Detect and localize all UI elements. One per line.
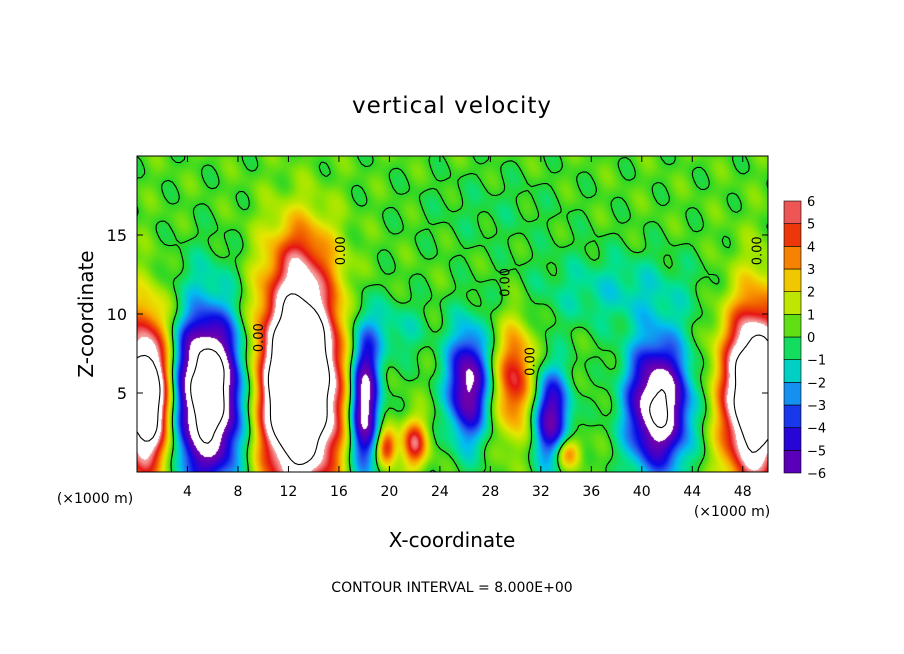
colorbar-tick-label: −5 (807, 444, 826, 459)
colorbar (783, 200, 802, 474)
colorbar-tick-label: −2 (807, 376, 826, 391)
x-tick-label: 4 (183, 484, 192, 500)
x-tick-label: 16 (330, 484, 348, 500)
contour-label: 0.00 (334, 236, 349, 265)
x-tick-label: 28 (481, 484, 499, 500)
y-tick-label: 5 (117, 384, 127, 403)
x-tick-label: 32 (532, 484, 550, 500)
contour-label: 0.00 (751, 236, 766, 265)
contour-lines (136, 155, 769, 473)
x-tick-label: 8 (233, 484, 242, 500)
colorbar-swatch (783, 427, 802, 451)
colorbar-ticks: 6 5 4 3 2 1 0 −1 −2 −3 −4 −5 −6 (807, 195, 826, 482)
colorbar-tick-label: −3 (807, 399, 826, 414)
heatmap-field (137, 156, 768, 472)
colorbar-tick-label: 4 (807, 240, 815, 255)
colorbar-swatch (783, 200, 802, 224)
colorbar-tick-label: 0 (807, 331, 815, 346)
contour-label: 0.00 (498, 268, 513, 297)
colorbar-swatch (783, 268, 802, 292)
contour-interval-note: CONTOUR INTERVAL = 8.000E+00 (331, 580, 572, 596)
y-axis-ticks: 5 10 15 (107, 226, 768, 403)
colorbar-tick-label: 5 (807, 218, 815, 233)
y-axis-label: Z-coordinate (74, 250, 98, 377)
colorbar-tick-label: −4 (807, 422, 826, 437)
contour-zero (136, 155, 769, 473)
y-tick-label: 10 (107, 305, 127, 324)
colorbar-swatch (783, 246, 802, 270)
contour-label: 0.00 (252, 323, 267, 352)
colorbar-swatch (783, 404, 802, 428)
colorbar-swatch (783, 336, 802, 360)
colorbar-tick-label: 2 (807, 286, 815, 301)
chart-title: vertical velocity (352, 93, 552, 119)
colorbar-tick-label: 3 (807, 263, 815, 278)
colorbar-swatch (783, 359, 802, 383)
x-tick-label: 12 (280, 484, 298, 500)
colorbar-swatch (783, 382, 802, 406)
contour-positive (136, 293, 769, 466)
contour-label: 0.00 (524, 347, 539, 376)
colorbar-swatch (783, 223, 802, 247)
x-tick-label: 48 (734, 484, 752, 500)
colorbar-tick-label: −1 (807, 354, 826, 369)
colorbar-swatch (783, 450, 802, 474)
x-tick-label: 36 (582, 484, 600, 500)
colorbar-swatch (783, 314, 802, 338)
contour-negative (190, 348, 669, 444)
colorbar-swatch (783, 291, 802, 315)
x-tick-label: 24 (431, 484, 449, 500)
x-tick-label: 40 (633, 484, 651, 500)
y-tick-label: 15 (107, 226, 127, 245)
x-axis-ticks: 4 8 12 16 20 24 28 32 36 40 44 48 (183, 156, 752, 500)
colorbar-tick-label: 1 (807, 308, 815, 323)
x-tick-label: 44 (683, 484, 701, 500)
contour-labels: 0.00 0.00 0.00 0.00 0.00 (252, 236, 765, 376)
colorbar-tick-label: −6 (807, 467, 826, 482)
x-tick-label: 20 (380, 484, 398, 500)
colorbar-tick-label: 6 (807, 195, 815, 210)
x-unit-right: (×1000 m) (694, 504, 770, 520)
x-axis-label: X-coordinate (389, 528, 516, 552)
x-unit-left: (×1000 m) (57, 491, 133, 507)
